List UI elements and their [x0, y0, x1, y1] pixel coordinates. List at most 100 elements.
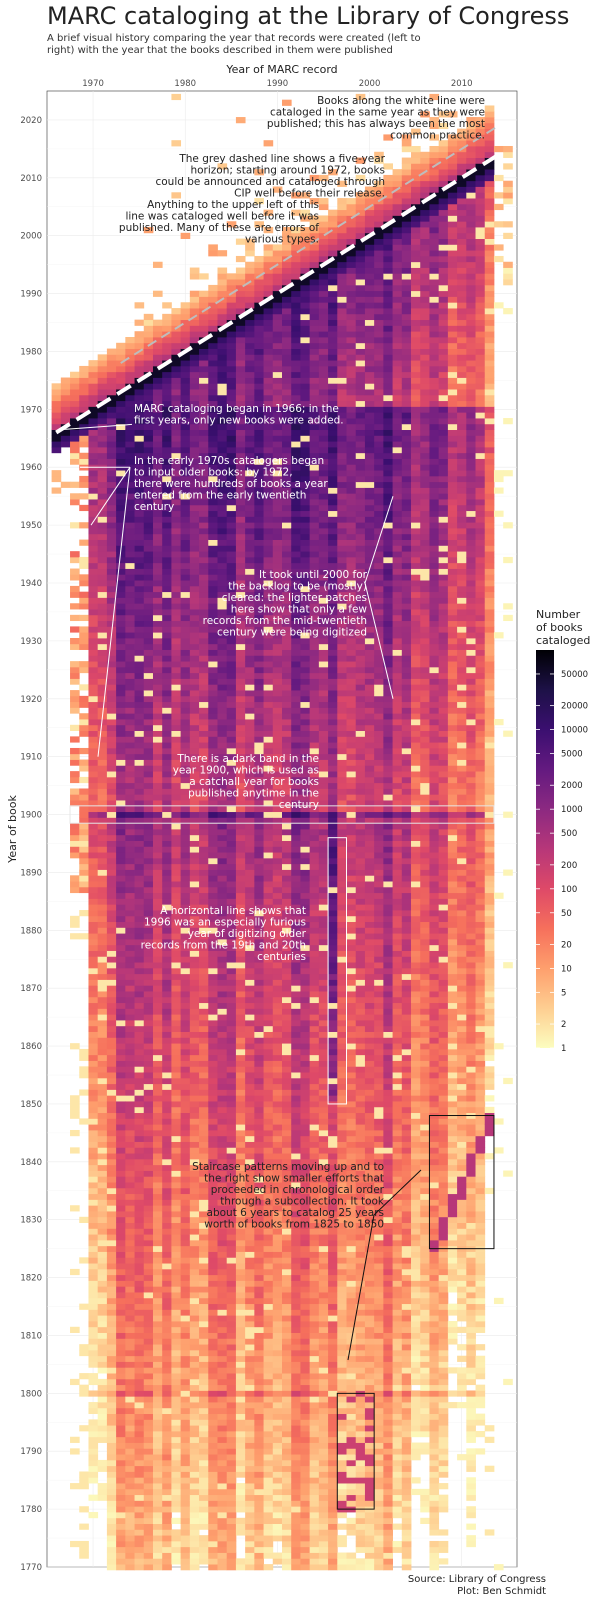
heatmap-cell: [97, 1436, 108, 1443]
heatmap-cell: [125, 412, 135, 419]
heatmap-cell: [106, 921, 117, 928]
heatmap-cell: [254, 892, 264, 899]
heatmap-cell: [254, 1002, 264, 1009]
heatmap-cell: [171, 354, 182, 361]
heatmap-cell: [171, 580, 182, 587]
heatmap-cell: [226, 528, 237, 535]
heatmap-cell: [245, 863, 255, 870]
heatmap-cell: [199, 348, 209, 355]
heatmap-cell: [116, 481, 126, 488]
heatmap-cell: [272, 869, 283, 876]
heatmap-cell: [97, 701, 108, 708]
heatmap-cell: [199, 446, 209, 454]
heatmap-cell: [235, 1211, 246, 1218]
heatmap-cell: [143, 464, 154, 471]
heatmap-cell: [106, 614, 117, 622]
heatmap-cell: [88, 1303, 99, 1310]
heatmap-cell: [171, 1158, 182, 1166]
heatmap-cell: [180, 805, 191, 813]
heatmap-cell: [180, 1147, 191, 1154]
heatmap-cell: [263, 279, 274, 286]
heatmap-cell: [79, 1066, 89, 1073]
heatmap-cell: [282, 1344, 292, 1351]
heatmap-cell: [263, 1367, 274, 1374]
heatmap-cell: [134, 771, 145, 778]
heatmap-cell: [70, 788, 80, 795]
heatmap-cell: [97, 1211, 108, 1218]
heatmap-cell: [272, 1257, 283, 1264]
heatmap-cell: [171, 962, 182, 969]
heatmap-cell: [199, 574, 209, 581]
heatmap-cell: [125, 429, 135, 436]
heatmap-cell: [180, 487, 191, 494]
heatmap-cell: [125, 1228, 135, 1235]
heatmap-cell: [134, 1297, 145, 1305]
heatmap-cell: [97, 1216, 108, 1223]
heatmap-cell: [106, 771, 117, 778]
heatmap-cell: [171, 1529, 182, 1536]
heatmap-cell: [162, 1344, 172, 1351]
heatmap-cell: [282, 1326, 292, 1333]
heatmap-cell: [263, 927, 274, 934]
heatmap-cell: [189, 337, 200, 344]
heatmap-cell: [245, 892, 255, 899]
heatmap-cell: [134, 1216, 145, 1223]
heatmap-cell: [162, 1222, 172, 1229]
heatmap-cell: [180, 1205, 191, 1212]
heatmap-cell: [199, 1077, 209, 1085]
heatmap-cell: [162, 996, 172, 1004]
heatmap-cell: [263, 672, 274, 679]
heatmap-cell: [106, 1158, 117, 1166]
heatmap-cell: [199, 788, 209, 795]
heatmap-cell: [263, 458, 274, 465]
heatmap-cell: [263, 244, 274, 251]
heatmap-cell: [199, 747, 209, 755]
heatmap-cell: [79, 481, 89, 488]
heatmap-cell: [235, 1483, 246, 1490]
heatmap-cell: [189, 1292, 200, 1299]
heatmap-cell: [245, 1442, 255, 1449]
heatmap-cell: [254, 504, 264, 512]
heatmap-cell: [226, 1430, 237, 1438]
heatmap-cell: [162, 533, 172, 540]
heatmap-cell: [180, 441, 191, 448]
heatmap-cell: [171, 805, 182, 813]
heatmap-cell: [180, 435, 191, 442]
heatmap-cell: [199, 464, 209, 471]
heatmap-cell: [217, 1483, 228, 1490]
heatmap-cell: [235, 1367, 246, 1374]
heatmap-cell: [88, 1124, 99, 1131]
heatmap-cell: [125, 585, 135, 593]
heatmap-cell: [88, 921, 99, 928]
heatmap-cell: [152, 643, 163, 650]
heatmap-cell: [189, 574, 200, 581]
heatmap-cell: [97, 661, 108, 668]
heatmap-cell: [171, 1077, 182, 1085]
heatmap-cell: [125, 852, 135, 859]
heatmap-cell: [171, 1419, 182, 1426]
heatmap-cell: [208, 643, 218, 650]
heatmap-cell: [217, 614, 228, 622]
heatmap-cell: [226, 782, 237, 789]
heatmap-cell: [180, 337, 191, 344]
heatmap-cell: [217, 1338, 228, 1345]
heatmap-cell: [79, 626, 89, 633]
heatmap-cell: [245, 1378, 255, 1386]
heatmap-cell: [189, 1361, 200, 1368]
heatmap-cell: [162, 1106, 172, 1114]
heatmap-cell: [116, 1176, 126, 1183]
heatmap-cell: [208, 1263, 218, 1270]
heatmap-cell: [235, 927, 246, 934]
heatmap-cell: [199, 1407, 209, 1415]
heatmap-cell: [88, 829, 99, 836]
heatmap-cell: [180, 1048, 191, 1056]
heatmap-cell: [254, 1367, 264, 1374]
heatmap-cell: [180, 423, 191, 431]
heatmap-cell: [199, 325, 209, 332]
heatmap-cell: [199, 1239, 209, 1247]
heatmap-cell: [171, 794, 182, 801]
heatmap-cell: [217, 927, 228, 934]
heatmap-cell: [272, 1535, 283, 1542]
heatmap-cell: [245, 834, 255, 841]
heatmap-cell: [199, 1448, 209, 1455]
